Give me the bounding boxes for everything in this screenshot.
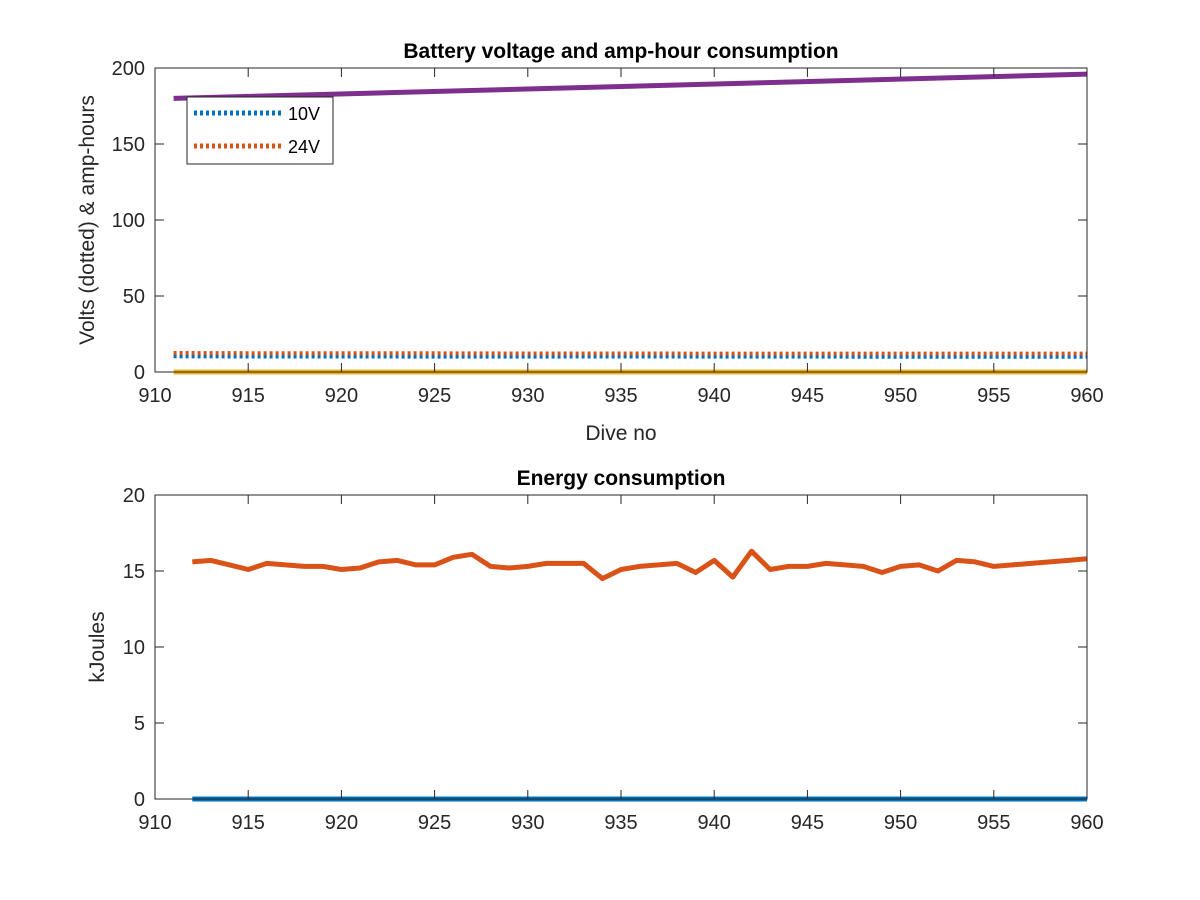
voltage-x-axis-label: Dive no: [585, 422, 656, 445]
voltage-x-tick-label: 915: [232, 385, 265, 407]
voltage-y-ticks: 0 50 100 150 200: [112, 58, 1087, 384]
voltage-y-tick-label: 150: [112, 134, 145, 156]
voltage-chart: 910 915 920 925 930 935 940 945 950 955 960 0 50 100…: [76, 40, 1104, 445]
energy-x-tick-label: 930: [511, 812, 544, 834]
energy-x-tick-label: 910: [138, 812, 171, 834]
energy-y-tick-label: 15: [123, 561, 145, 583]
energy-x-tick-label: 945: [791, 812, 824, 834]
legend-box: [186, 96, 334, 165]
voltage-x-tick-label: 930: [511, 385, 544, 407]
voltage-series-line-0: [173, 354, 1087, 359]
voltage-x-tick-label: 940: [698, 385, 731, 407]
voltage-x-tick-label: 920: [325, 385, 358, 407]
energy-y-tick-label: 0: [134, 789, 145, 811]
voltage-y-tick-label: 50: [123, 286, 145, 308]
energy-chart: 910 915 920 925 930 935 940 945 950 955 960 0 5 10 15…: [86, 467, 1104, 834]
voltage-x-tick-label: 925: [418, 385, 451, 407]
energy-y-tick-label: 5: [134, 713, 145, 735]
voltage-y-axis-label: Volts (dotted) & amp-hours: [76, 95, 99, 345]
voltage-chart-title: Battery voltage and amp-hour consumption: [403, 40, 838, 63]
energy-x-tick-label: 940: [698, 812, 731, 834]
voltage-series-line-1: [173, 351, 1087, 356]
voltage-y-tick-label: 100: [112, 210, 145, 232]
energy-x-tick-label: 915: [232, 812, 265, 834]
energy-y-axis-label: kJoules: [86, 611, 109, 682]
voltage-x-tick-label: 955: [977, 385, 1010, 407]
voltage-x-tick-label: 960: [1070, 385, 1103, 407]
voltage-series-line-3: [173, 71, 1088, 101]
legend-label-24v: 24V: [288, 137, 320, 157]
energy-chart-title: Energy consumption: [517, 467, 726, 490]
voltage-y-tick-label: 200: [112, 58, 145, 80]
energy-plot-area: [155, 495, 1087, 799]
energy-x-tick-label: 960: [1070, 812, 1103, 834]
voltage-y-tick-label: 0: [134, 362, 145, 384]
energy-y-tick-label: 20: [123, 485, 145, 507]
energy-x-tick-label: 925: [418, 812, 451, 834]
energy-x-tick-label: 950: [884, 812, 917, 834]
energy-x-tick-label: 935: [604, 812, 637, 834]
energy-series-line-0: [192, 548, 1088, 582]
energy-x-tick-label: 920: [325, 812, 358, 834]
energy-y-ticks: 0 5 10 15 20: [123, 485, 1087, 811]
legend-label-10v: 10V: [288, 104, 320, 124]
voltage-x-tick-label: 945: [791, 385, 824, 407]
voltage-x-tick-label: 910: [138, 385, 171, 407]
voltage-x-tick-label: 935: [604, 385, 637, 407]
voltage-legend: 10V 24V: [186, 96, 334, 165]
energy-x-tick-label: 955: [977, 812, 1010, 834]
voltage-x-ticks: 910 915 920 925 930 935 940 945 950 955 960: [138, 68, 1104, 407]
energy-y-tick-label: 10: [123, 637, 145, 659]
voltage-x-tick-label: 950: [884, 385, 917, 407]
energy-x-ticks: 910 915 920 925 930 935 940 945 950 955 960: [138, 495, 1104, 834]
